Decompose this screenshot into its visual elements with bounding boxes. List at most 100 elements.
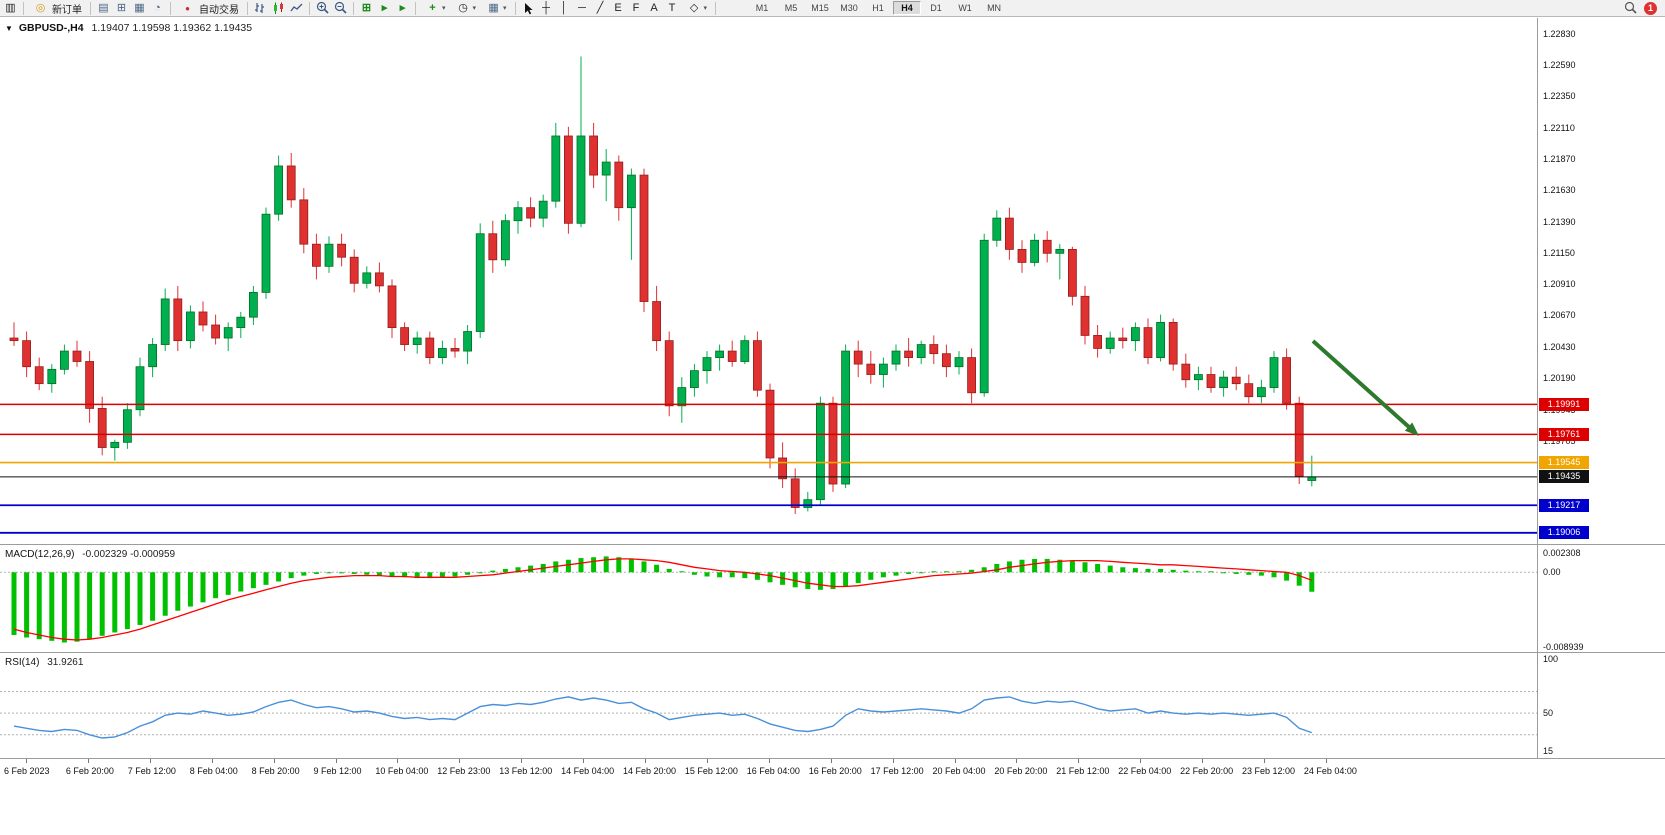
price-tag[interactable]: 1.19435: [1539, 470, 1589, 484]
macd-values: -0.002329 -0.000959: [82, 549, 176, 560]
time-axis-label: 20 Feb 20:00: [994, 766, 1048, 776]
toolbar-separator: [247, 1, 248, 15]
macd-bar: [225, 572, 231, 595]
bull-candle: [148, 344, 158, 368]
chart-window-icon[interactable]: ▤: [98, 1, 109, 14]
time-axis-label: 6 Feb 2023: [4, 766, 50, 776]
time-axis[interactable]: 6 Feb 2023 6 Feb 20:00 7 Feb 12:00 8 Feb 04…: [0, 758, 1665, 835]
time-axis-tick: [149, 759, 151, 763]
shapes-button[interactable]: ◇ ▾: [682, 1, 712, 16]
zoom-out-icon[interactable]: [332, 1, 349, 16]
tile-windows-icon[interactable]: ⊞: [361, 1, 372, 14]
bull-candle: [324, 243, 334, 267]
chart-shift-icon[interactable]: ▸: [381, 1, 388, 14]
bull-candle: [1269, 357, 1279, 388]
bear-candle: [22, 340, 32, 368]
bear-candle: [526, 207, 535, 219]
macd-bar: [162, 572, 168, 616]
fibonacci-tool-icon[interactable]: F: [632, 1, 640, 14]
macd-bar: [654, 564, 660, 573]
new-order-button[interactable]: ◎ 新订单: [28, 1, 86, 16]
bear-candle: [929, 344, 939, 355]
cursor-icon[interactable]: [520, 1, 537, 16]
time-axis-tick: [26, 759, 27, 763]
macd-bar: [124, 572, 130, 630]
macd-bar: [137, 572, 143, 625]
price-tag[interactable]: 1.19991: [1539, 397, 1589, 411]
clock-icon: ◷: [458, 1, 468, 14]
bear-candle: [652, 301, 661, 342]
zoom-in-icon[interactable]: [314, 1, 331, 16]
time-axis-tick: [1325, 759, 1327, 763]
price-tag[interactable]: 1.19545: [1539, 456, 1589, 470]
indicators-button[interactable]: + ▾: [420, 1, 450, 16]
macd-bar: [515, 567, 521, 573]
trend-arrow-head[interactable]: [1404, 422, 1419, 436]
timeframe-button-w1[interactable]: W1: [958, 3, 972, 13]
bear-candle: [753, 340, 762, 391]
time-axis-label: 14 Feb 04:00: [561, 766, 615, 776]
vertical-line-tool-icon[interactable]: │: [560, 1, 568, 14]
timeframe-button-m15[interactable]: M15: [811, 3, 829, 13]
templates-button[interactable]: ▦ ▾: [481, 1, 511, 16]
auto-scroll-icon[interactable]: ▸: [399, 1, 406, 14]
macd-bar: [805, 572, 811, 590]
text-tool-icon[interactable]: A: [650, 1, 658, 14]
channel-tool-icon[interactable]: E: [614, 1, 622, 14]
timeframe-button-h4[interactable]: H4: [893, 1, 922, 15]
bull-candle: [1055, 248, 1065, 254]
bull-candle: [412, 337, 422, 345]
macd-bar: [767, 572, 773, 583]
bear-candle: [1042, 239, 1052, 254]
bear-candle: [488, 233, 498, 261]
macd-bar: [679, 571, 685, 573]
horizontal-line-tool-icon[interactable]: ─: [578, 1, 586, 14]
bull-candle: [992, 217, 1002, 241]
bear-candle: [311, 243, 321, 267]
bar-chart-type-icon[interactable]: [252, 1, 269, 16]
line-chart-type-icon[interactable]: [288, 1, 305, 16]
macd-bar: [376, 572, 382, 576]
label-tool-icon[interactable]: T: [668, 1, 676, 14]
time-axis-label: 6 Feb 20:00: [65, 766, 114, 776]
macd-bar: [1284, 572, 1290, 581]
timeframe-button-m5[interactable]: M5: [784, 3, 798, 13]
timeframe-button-m30[interactable]: M30: [840, 3, 858, 13]
crosshair-icon[interactable]: ┼: [542, 1, 550, 14]
time-axis-tick: [892, 759, 894, 763]
candlestick-chart-type-icon[interactable]: [270, 1, 287, 16]
macd-bar: [427, 572, 433, 579]
refresh-icon[interactable]: ◔: [154, 1, 161, 14]
symbol-dropdown-icon[interactable]: ▼: [5, 24, 13, 33]
bull-candle: [274, 165, 284, 215]
new-chart-icon[interactable]: ⊞: [116, 1, 127, 14]
trendline-tool-icon[interactable]: ╱: [596, 1, 604, 14]
timeframe-button-mn[interactable]: MN: [987, 3, 1002, 13]
rsi-name: RSI(14): [5, 657, 40, 668]
search-icon[interactable]: [1622, 1, 1639, 16]
price-tag[interactable]: 1.19006: [1539, 526, 1589, 540]
periods-button[interactable]: ◷ ▾: [451, 1, 481, 16]
bear-candle: [97, 408, 107, 448]
macd-axis-label: 0.00: [1543, 566, 1561, 577]
timeframe-button-m1[interactable]: M1: [755, 3, 769, 13]
price-tag[interactable]: 1.19217: [1539, 498, 1589, 512]
bear-candle: [1282, 357, 1291, 404]
trend-arrow[interactable]: [1311, 339, 1414, 432]
bear-candle: [639, 174, 649, 302]
notification-badge[interactable]: 1: [1644, 1, 1657, 15]
toolbar-separator: [23, 1, 24, 15]
macd-bar: [87, 572, 93, 640]
macd-bar: [389, 572, 395, 577]
timeframe-button-h1[interactable]: H1: [872, 3, 884, 13]
bull-candle: [816, 402, 825, 501]
profiles-icon[interactable]: ▦: [134, 1, 145, 14]
time-axis-label: 13 Feb 12:00: [499, 766, 553, 776]
price-axis-label: 1.20190: [1543, 372, 1576, 383]
price-tag[interactable]: 1.19761: [1539, 427, 1589, 441]
auto-trading-button[interactable]: ● 自动交易: [175, 1, 243, 16]
timeframe-button-d1[interactable]: D1: [930, 3, 942, 13]
macd-bar: [918, 572, 924, 574]
macd-bar: [1309, 572, 1315, 592]
